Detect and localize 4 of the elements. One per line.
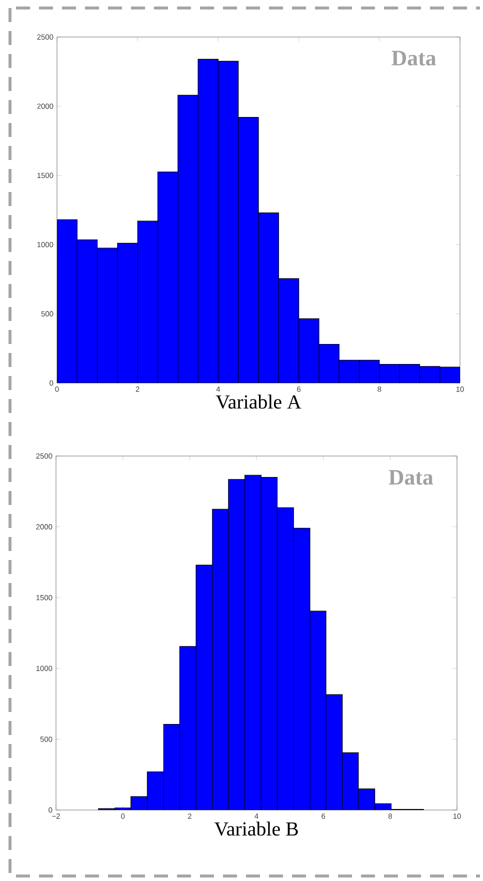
x-axis-title: Variable B (214, 822, 298, 836)
annotation: Data (388, 470, 434, 485)
annotation: Data (392, 50, 436, 66)
x-axis-title: Variable A (216, 394, 302, 409)
